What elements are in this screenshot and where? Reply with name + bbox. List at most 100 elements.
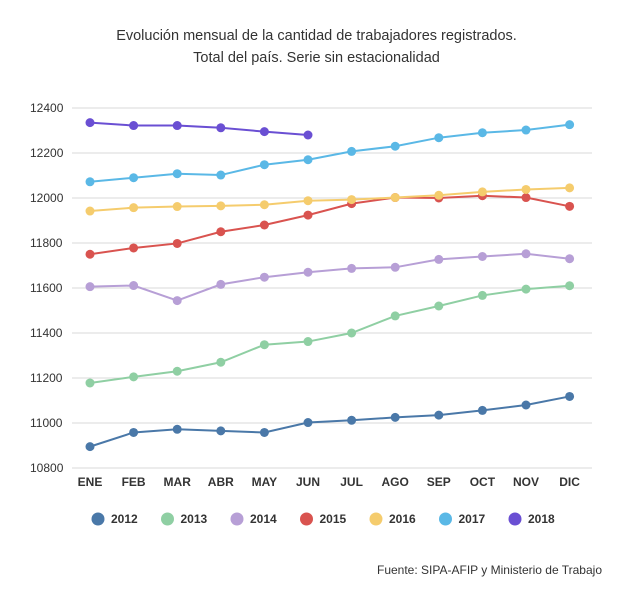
data-point	[216, 201, 226, 211]
data-point	[434, 133, 444, 143]
x-tick-label: DIC	[559, 475, 580, 489]
series-line	[89, 252, 570, 302]
data-point	[477, 405, 487, 415]
x-tick-label: OCT	[470, 475, 496, 489]
data-point	[521, 284, 531, 294]
legend-label: 2016	[389, 512, 416, 526]
data-point	[565, 120, 575, 130]
data-point	[172, 238, 182, 248]
data-point	[521, 184, 531, 194]
data-point	[434, 254, 444, 264]
series-line	[89, 186, 570, 213]
y-tick-label: 11600	[30, 281, 63, 295]
data-point	[477, 187, 487, 197]
legend-swatch	[91, 512, 105, 526]
data-point	[85, 442, 95, 452]
data-point	[347, 328, 357, 338]
data-point	[303, 155, 313, 165]
data-point	[521, 400, 531, 410]
legend-swatch	[369, 512, 383, 526]
series-2013	[85, 281, 575, 388]
data-point	[565, 201, 575, 211]
data-point	[129, 243, 139, 253]
data-point	[85, 249, 95, 259]
data-point	[129, 281, 139, 291]
data-point	[259, 127, 269, 137]
data-point	[303, 130, 313, 140]
data-point	[216, 123, 226, 133]
data-point	[129, 121, 139, 131]
data-point	[390, 141, 400, 151]
series-2014	[85, 249, 575, 306]
data-point	[434, 410, 444, 420]
data-point	[477, 290, 487, 300]
data-point	[216, 426, 226, 436]
series-line	[89, 395, 570, 448]
x-tick-label: JUL	[340, 475, 363, 489]
data-point	[347, 263, 357, 273]
data-point	[303, 337, 313, 347]
series-2015	[85, 191, 575, 259]
legend-swatch	[230, 512, 244, 526]
data-point	[347, 415, 357, 425]
x-tick-label: JUN	[296, 475, 320, 489]
y-tick-label: 12000	[30, 191, 64, 205]
y-tick-label: 10800	[30, 461, 64, 475]
y-axis: 10800 11000 11200 11400 11600 11800 12000 12200…	[30, 101, 64, 475]
data-point	[85, 378, 95, 388]
y-tick-label: 11200	[30, 371, 63, 385]
data-point	[172, 296, 182, 306]
data-point	[565, 391, 575, 401]
data-point	[521, 249, 531, 259]
series-2018	[85, 118, 313, 140]
series-line	[89, 194, 570, 256]
data-point	[303, 267, 313, 277]
legend: 2012 2013 2014 2015 2016 2017 2018	[91, 512, 555, 526]
source-note: Fuente: SIPA-AFIP y Ministerio de Trabaj…	[377, 563, 602, 577]
y-tick-label: 11400	[30, 326, 63, 340]
data-point	[172, 121, 182, 131]
data-point	[172, 366, 182, 376]
data-point	[216, 279, 226, 289]
series-group	[85, 118, 575, 452]
series-line	[89, 121, 309, 136]
y-tick-label: 12200	[30, 146, 64, 160]
data-point	[172, 202, 182, 212]
x-tick-label: ENE	[78, 475, 103, 489]
data-point	[85, 282, 95, 292]
data-point	[434, 190, 444, 200]
x-axis: ENE FEB MAR ABR MAY JUN JUL AGO SEP OCT NOV DIC	[78, 475, 581, 489]
series-line	[89, 123, 570, 183]
series-line	[89, 284, 570, 384]
data-point	[172, 424, 182, 434]
series-2012	[85, 391, 575, 452]
data-point	[259, 340, 269, 350]
data-point	[259, 272, 269, 282]
data-point	[129, 203, 139, 213]
data-point	[129, 427, 139, 437]
x-tick-label: FEB	[122, 475, 146, 489]
data-point	[129, 173, 139, 183]
legend-label: 2013	[181, 512, 208, 526]
data-point	[565, 254, 575, 264]
data-point	[85, 177, 95, 187]
data-point	[129, 372, 139, 382]
data-point	[303, 196, 313, 206]
legend-label: 2014	[250, 512, 277, 526]
legend-swatch	[439, 512, 452, 526]
data-point	[521, 125, 531, 135]
y-tick-label: 12400	[30, 101, 64, 115]
data-point	[390, 193, 400, 203]
x-tick-label: AGO	[382, 475, 409, 489]
data-point	[259, 220, 269, 230]
data-point	[565, 183, 575, 193]
chart-subtitle: Total del país. Serie sin estacionalidad	[193, 50, 440, 66]
x-tick-label: ABR	[208, 475, 234, 489]
legend-swatch	[508, 512, 522, 526]
data-point	[303, 210, 313, 220]
data-point	[477, 128, 487, 138]
chart-title: Evolución mensual de la cantidad de trab…	[116, 28, 517, 44]
y-tick-label: 11800	[30, 236, 63, 250]
data-point	[477, 252, 487, 261]
y-tick-label: 11000	[30, 416, 63, 430]
